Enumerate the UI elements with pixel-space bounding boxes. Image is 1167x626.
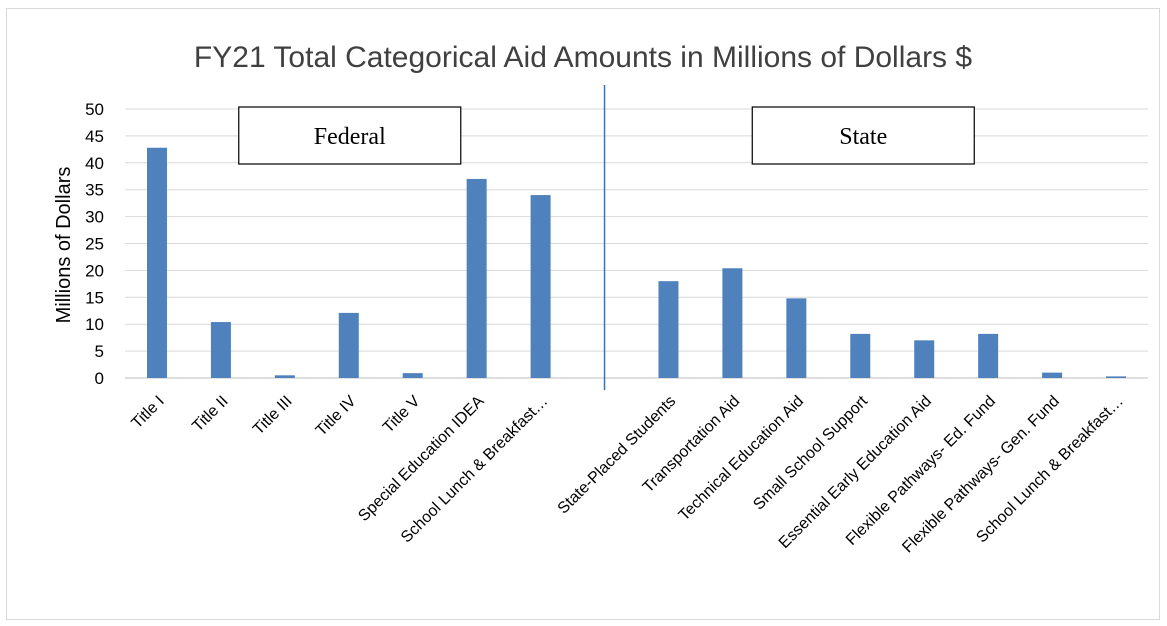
y-tick-label: 25 [85,235,104,254]
category-label: Title III [250,393,296,439]
y-tick-label: 10 [85,315,104,334]
category-label: Title II [189,393,231,435]
y-tick-labels: 0 5 10 15 20 25 30 35 40 45 50 [85,100,104,388]
bar [1106,376,1127,378]
group-labels: Federal State [238,106,975,165]
category-label: Title IV [313,393,360,440]
bar [1042,372,1063,378]
bar [338,312,359,378]
category-label: Title V [380,393,424,437]
category-label: Technical Education Aid [676,393,808,525]
bar [978,333,999,378]
bar [786,298,807,378]
y-tick-label: 5 [95,342,104,361]
y-tick-label: 35 [85,181,104,200]
group-label: State [839,124,887,150]
bar [722,268,743,378]
y-tick-label: 15 [85,288,104,307]
group-label: Federal [314,124,386,150]
bar [850,333,871,378]
bar [914,340,935,378]
bar [210,322,231,378]
bar [402,373,423,378]
bar [466,178,487,378]
y-tick-label: 45 [85,127,104,146]
x-tick-labels: Title I Title II Title III Title IV Title VS… [129,392,1127,556]
y-tick-label: 30 [85,208,104,227]
group-label-box [238,106,462,165]
category-label: State-Placed Students [555,393,680,518]
category-label: Special Education IDEA [355,393,487,525]
y-axis-label: Millions of Dollars [53,167,75,324]
y-tick-label: 20 [85,261,104,280]
chart-title: FY21 Total Categorical Aid Amounts in Mi… [194,41,972,74]
bar [146,147,167,378]
bar [274,375,295,378]
bar [530,195,551,378]
bar [658,281,679,378]
y-tick-label: 40 [85,154,104,173]
category-label: Title I [129,393,168,432]
y-tick-label: 0 [95,369,104,388]
category-label: Small School Support [750,392,871,513]
bars [146,147,1127,378]
y-tick-label: 50 [85,100,104,119]
group-label-box [751,106,975,165]
